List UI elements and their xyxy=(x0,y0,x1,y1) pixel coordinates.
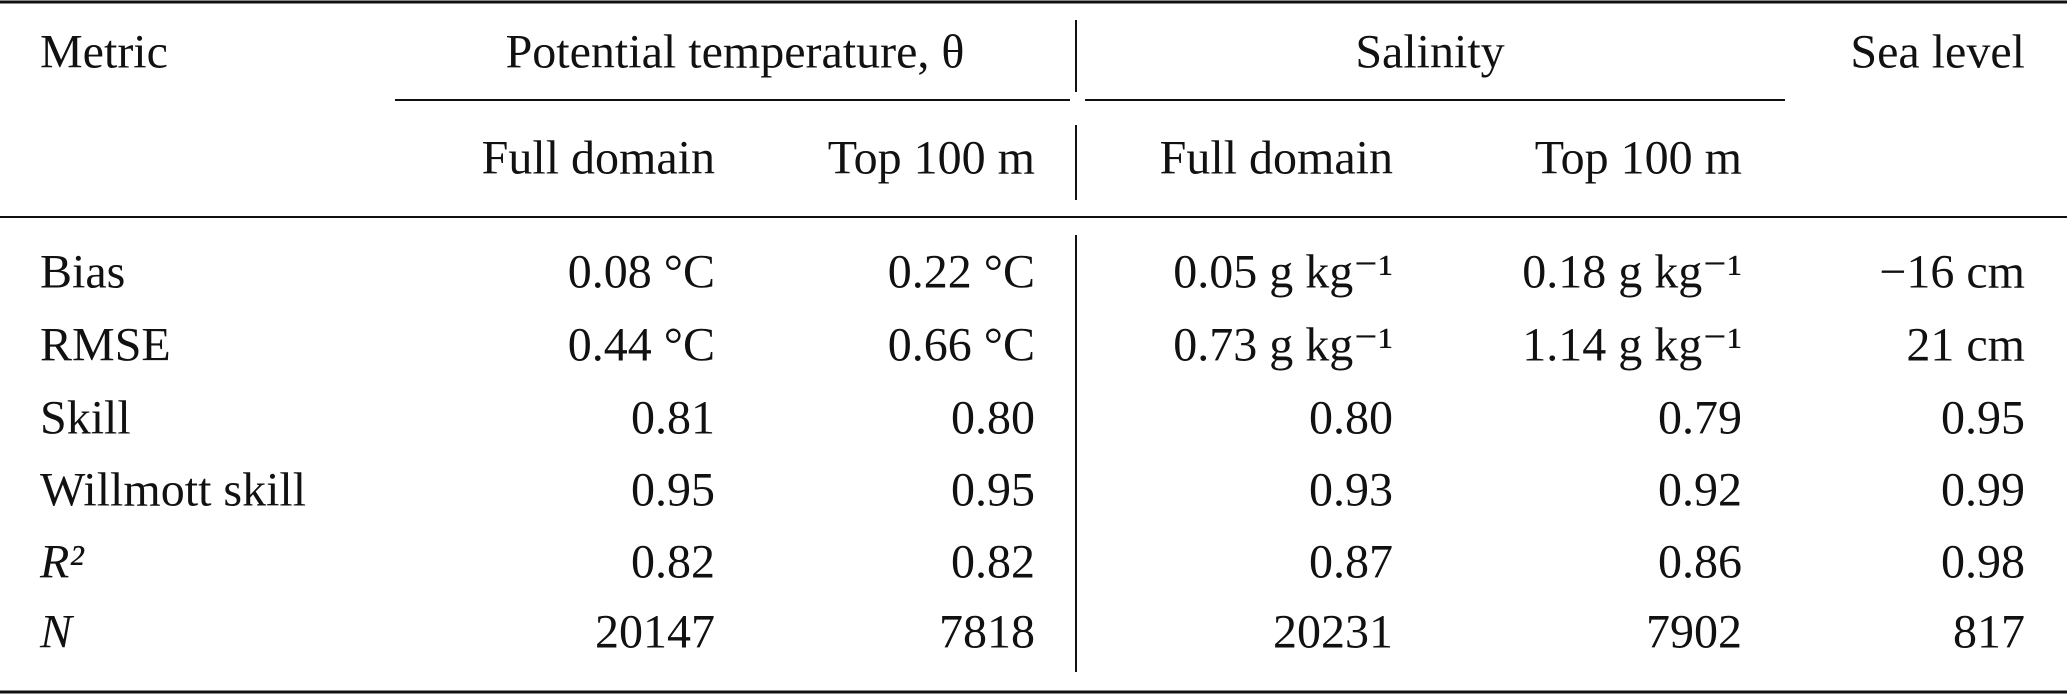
group-header: Sea level xyxy=(1850,26,2025,79)
cell: 0.82 xyxy=(631,536,715,589)
cell: −16 cm xyxy=(1879,246,2025,299)
cell: 0.86 xyxy=(1658,536,1742,589)
cell: 0.18 g kg⁻¹ xyxy=(1522,246,1742,299)
cell: 0.98 xyxy=(1941,536,2025,589)
cell: 0.92 xyxy=(1658,464,1742,517)
sub-header: Top 100 m xyxy=(828,132,1035,185)
cell: 0.95 xyxy=(951,464,1035,517)
cell: 0.81 xyxy=(631,392,715,445)
cell: 0.95 xyxy=(1941,392,2025,445)
row-label: RMSE xyxy=(40,319,171,372)
header-metric: Metric xyxy=(40,26,168,79)
cell: 0.22 °C xyxy=(888,246,1035,299)
cell: 0.93 xyxy=(1309,464,1393,517)
row-label: Willmott skill xyxy=(40,464,306,517)
cell: 0.80 xyxy=(1309,392,1393,445)
cell: 7818 xyxy=(939,606,1035,659)
group-header: Potential temperature, θ xyxy=(506,26,965,79)
cell: 817 xyxy=(1953,606,2025,659)
cell: 0.08 °C xyxy=(568,246,715,299)
sub-header: Top 100 m xyxy=(1535,132,1742,185)
cell: 7902 xyxy=(1646,606,1742,659)
cell: 0.95 xyxy=(631,464,715,517)
cell: 20231 xyxy=(1273,606,1393,659)
cell: 0.05 g kg⁻¹ xyxy=(1173,246,1393,299)
row-label: N xyxy=(39,606,75,659)
cell: 0.80 xyxy=(951,392,1035,445)
sub-header: Full domain xyxy=(1160,132,1393,185)
sub-header: Full domain xyxy=(482,132,715,185)
cell: 0.82 xyxy=(951,536,1035,589)
row-label: R² xyxy=(39,536,85,589)
cell: 0.99 xyxy=(1941,464,2025,517)
cell: 0.44 °C xyxy=(568,319,715,372)
cell: 0.66 °C xyxy=(888,319,1035,372)
cell: 21 cm xyxy=(1906,319,2025,372)
cell: 20147 xyxy=(595,606,715,659)
group-header: Salinity xyxy=(1355,26,1504,79)
row-label: Skill xyxy=(40,392,131,445)
cell: 1.14 g kg⁻¹ xyxy=(1522,319,1742,372)
cell: 0.79 xyxy=(1658,392,1742,445)
cell: 0.73 g kg⁻¹ xyxy=(1173,319,1393,372)
cell: 0.87 xyxy=(1309,536,1393,589)
row-label: Bias xyxy=(40,246,125,299)
